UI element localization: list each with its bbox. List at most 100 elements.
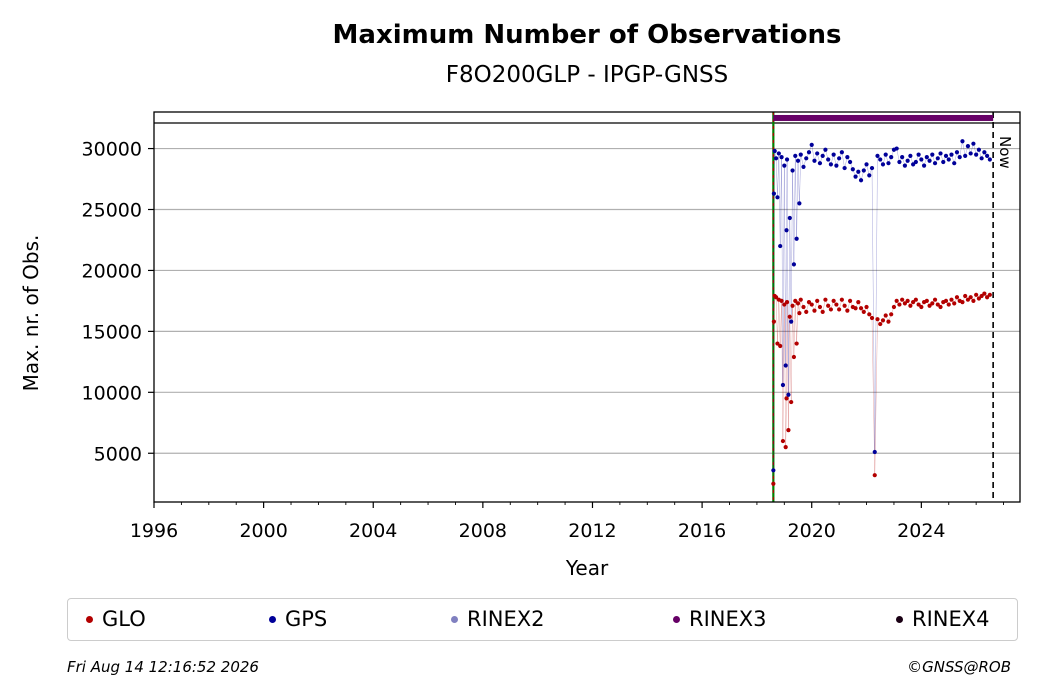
point-glo xyxy=(845,308,850,313)
point-gps xyxy=(842,165,847,171)
point-glo xyxy=(861,309,866,314)
point-glo xyxy=(919,304,924,310)
y-tick-label: 5000 xyxy=(94,443,142,465)
point-glo xyxy=(775,341,780,346)
point-gps xyxy=(889,154,894,160)
point-gps xyxy=(943,153,949,158)
point-glo xyxy=(878,321,883,327)
point-glo xyxy=(806,300,812,305)
point-gps xyxy=(775,195,780,200)
point-glo xyxy=(963,293,968,299)
point-gps xyxy=(875,153,880,158)
point-gps xyxy=(831,152,836,157)
series-line-gps xyxy=(773,141,991,471)
point-glo xyxy=(783,445,788,450)
point-gps xyxy=(794,236,799,241)
point-gps xyxy=(963,153,968,158)
point-gps xyxy=(791,262,797,267)
point-gps xyxy=(880,162,886,167)
legend-item-rinex3: RINEX3 xyxy=(673,599,767,639)
point-glo xyxy=(979,293,984,299)
point-glo xyxy=(782,302,787,307)
point-gps xyxy=(812,158,817,163)
legend-item-rinex4: RINEX4 xyxy=(896,599,990,639)
point-gps xyxy=(772,148,777,154)
series-line-glo xyxy=(773,293,991,484)
point-gps xyxy=(883,152,888,157)
point-gps xyxy=(976,147,981,152)
point-glo xyxy=(889,312,894,317)
point-glo xyxy=(946,302,951,307)
point-gps xyxy=(921,163,927,168)
point-gps xyxy=(872,449,877,455)
point-glo xyxy=(773,295,779,300)
point-gps xyxy=(878,157,883,162)
point-glo xyxy=(834,302,839,307)
legend-marker-rinex2 xyxy=(451,615,458,623)
y-tick-label: 25000 xyxy=(82,200,142,222)
point-glo xyxy=(908,303,913,308)
legend-marker-glo xyxy=(86,615,93,623)
vertical-markers: Now xyxy=(154,112,1020,502)
point-glo xyxy=(954,295,960,300)
legend-label-rinex3: RINEX3 xyxy=(689,607,767,631)
point-gps xyxy=(987,157,992,162)
point-gps xyxy=(957,154,962,160)
point-gps xyxy=(776,151,781,156)
point-glo xyxy=(943,298,949,304)
point-gps xyxy=(861,168,866,173)
point-glo xyxy=(798,297,803,302)
x-axis-label: Year xyxy=(565,556,609,580)
chart-subtitle: F8O200GLP - IPGP-GNSS xyxy=(446,62,729,88)
point-gps xyxy=(784,157,790,162)
x-tick-label: 2024 xyxy=(897,520,945,542)
point-gps xyxy=(935,156,940,161)
footer-timestamp: Fri Aug 14 12:16:52 2026 xyxy=(67,658,259,676)
point-glo xyxy=(794,341,799,346)
legend: GLO GPS RINEX2 RINEX3 RINEX4 xyxy=(67,598,1018,641)
y-tick-label: 10000 xyxy=(82,382,142,404)
point-gps xyxy=(974,152,979,157)
point-glo xyxy=(779,298,784,304)
point-gps xyxy=(913,159,918,165)
point-gps xyxy=(804,156,809,161)
point-glo xyxy=(842,303,847,308)
point-gps xyxy=(820,153,825,158)
point-glo xyxy=(839,297,844,302)
point-glo xyxy=(976,296,981,301)
point-glo xyxy=(985,295,990,300)
point-gps xyxy=(778,243,783,249)
x-tick-label: 2008 xyxy=(459,520,507,542)
point-gps xyxy=(946,157,951,162)
point-glo xyxy=(784,396,789,401)
point-gps xyxy=(856,169,861,174)
x-tick-label: 2016 xyxy=(678,520,726,542)
legend-marker-rinex3 xyxy=(673,615,680,623)
point-gps xyxy=(809,142,814,148)
point-glo xyxy=(815,298,820,304)
x-tick-label: 2000 xyxy=(239,520,287,542)
point-glo xyxy=(847,298,853,304)
point-gps xyxy=(960,139,965,144)
point-glo xyxy=(778,343,783,349)
point-glo xyxy=(780,438,786,444)
point-gps xyxy=(941,159,946,165)
point-gps xyxy=(911,162,916,167)
point-gps xyxy=(771,468,776,473)
point-glo xyxy=(916,302,921,307)
y-tick-label: 20000 xyxy=(82,260,142,282)
y-axis-label: Max. nr. of Obs. xyxy=(19,235,43,392)
point-gps xyxy=(787,215,792,221)
point-gps xyxy=(837,156,842,161)
legend-label-rinex4: RINEX4 xyxy=(912,607,990,631)
point-glo xyxy=(875,317,880,322)
point-glo xyxy=(900,297,905,302)
point-gps xyxy=(853,174,858,179)
point-gps xyxy=(924,154,929,160)
data-points xyxy=(771,139,992,486)
point-glo xyxy=(872,473,877,478)
point-glo xyxy=(771,481,776,486)
point-glo xyxy=(817,304,823,310)
point-glo xyxy=(787,314,792,319)
